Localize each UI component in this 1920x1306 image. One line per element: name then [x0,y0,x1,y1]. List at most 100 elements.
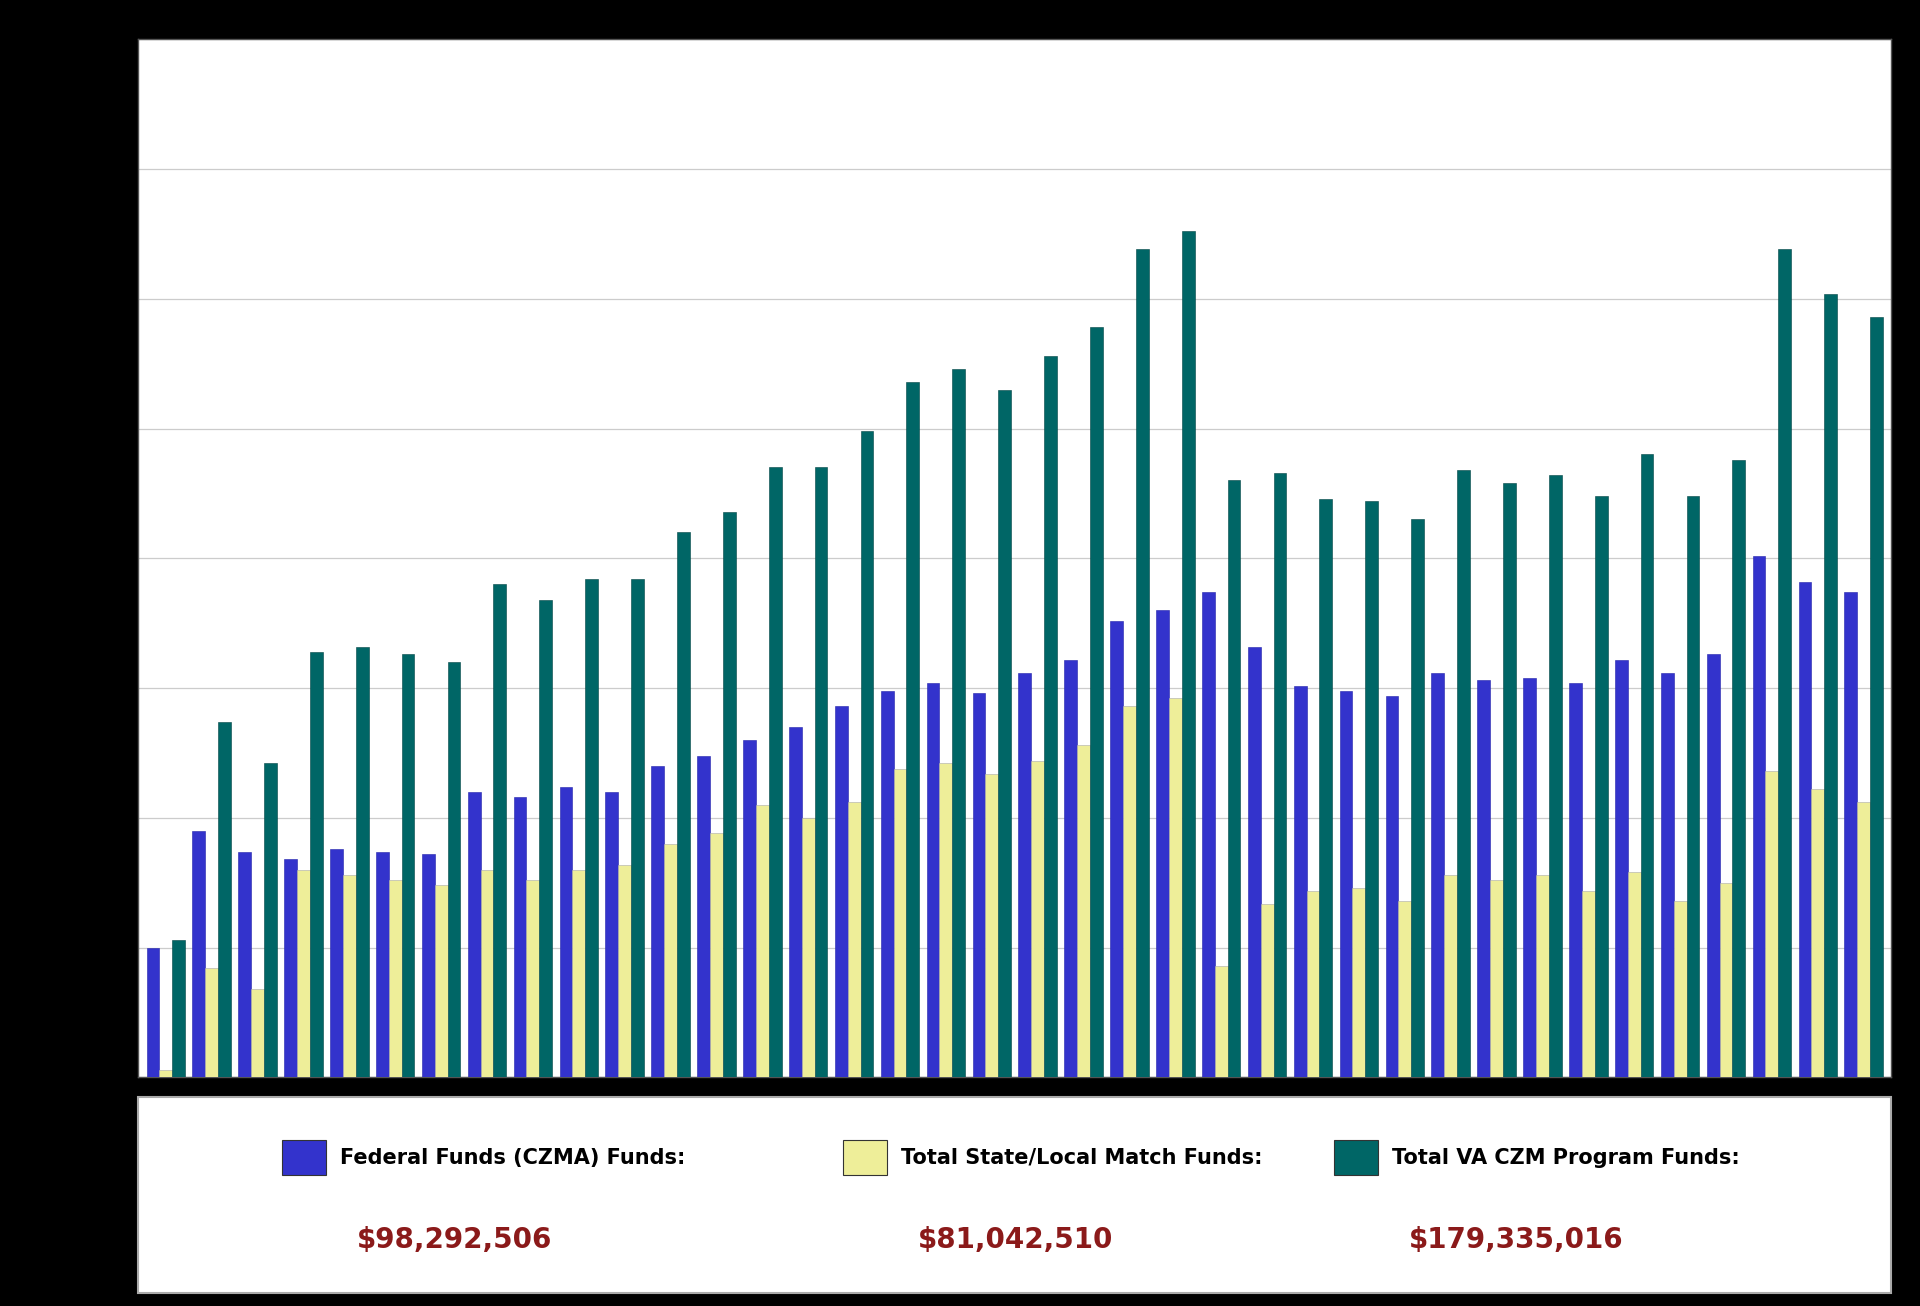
Bar [1273,473,1286,1077]
Bar [860,431,874,1077]
Bar [881,691,893,1077]
Bar [1615,660,1628,1077]
Bar [849,802,860,1077]
Bar [284,859,298,1077]
Bar [1549,475,1561,1077]
Bar [205,969,219,1077]
Text: $98,292,506: $98,292,506 [357,1226,553,1254]
Bar [1870,317,1884,1077]
Bar [1732,460,1745,1077]
Text: $179,335,016: $179,335,016 [1409,1226,1624,1254]
Bar [586,579,597,1077]
Bar [263,764,276,1077]
Bar [298,870,309,1077]
Bar [664,844,678,1077]
Text: Total VA CZM Program Funds:: Total VA CZM Program Funds: [1392,1148,1740,1168]
Bar [1476,680,1490,1077]
Bar [422,854,434,1077]
Bar [939,764,952,1077]
Bar [1444,875,1457,1077]
Bar [743,741,756,1077]
Bar [1536,875,1549,1077]
Bar [1215,966,1227,1077]
Bar [1596,496,1607,1077]
Bar [1294,686,1308,1077]
Bar [1720,883,1732,1077]
Text: Total State/Local Match Funds:: Total State/Local Match Funds: [900,1148,1261,1168]
Bar [282,1140,326,1175]
Bar [789,727,803,1077]
Bar [906,381,920,1077]
Bar [559,786,572,1077]
Bar [927,683,939,1077]
Bar [998,389,1012,1077]
Bar [401,654,415,1077]
Bar [572,870,586,1077]
Bar [1398,901,1411,1077]
Bar [192,831,205,1077]
Bar [632,579,643,1077]
Bar [1137,249,1148,1077]
Bar [1044,355,1056,1077]
Bar [376,852,388,1077]
Bar [1156,610,1169,1077]
Bar [651,765,664,1077]
Bar [493,584,507,1077]
Bar [1064,660,1077,1077]
Bar [1661,673,1674,1077]
Bar [1490,880,1503,1077]
Bar [1202,592,1215,1077]
Bar [605,791,618,1077]
Bar [1110,620,1123,1077]
Bar [173,940,184,1077]
Bar [344,875,355,1077]
Bar [1018,673,1031,1077]
Bar [1824,294,1837,1077]
Bar [814,468,828,1077]
Bar [1308,891,1319,1077]
Bar [1503,483,1515,1077]
Bar [1031,761,1044,1077]
Bar [1642,454,1653,1077]
Bar [309,652,323,1077]
Bar [1686,496,1699,1077]
Bar [434,885,447,1077]
Bar [468,791,480,1077]
Bar [1352,888,1365,1077]
Bar [526,880,540,1077]
Bar [1674,901,1686,1077]
Bar [1753,556,1766,1077]
Bar [159,1070,173,1077]
Bar [1123,707,1137,1077]
Bar [843,1140,887,1175]
Bar [1411,520,1425,1077]
Bar [1365,502,1379,1077]
Bar [985,773,998,1077]
Bar [238,852,252,1077]
Bar [1319,499,1332,1077]
Bar [893,768,906,1077]
Bar [697,756,710,1077]
Text: $81,042,510: $81,042,510 [918,1226,1114,1254]
Bar [1261,904,1273,1077]
Bar [1386,696,1398,1077]
Bar [515,797,526,1077]
Bar [1845,592,1857,1077]
Text: Federal Funds (CZMA) Funds:: Federal Funds (CZMA) Funds: [340,1148,685,1168]
Bar [1523,678,1536,1077]
Bar [1799,581,1811,1077]
Bar [1227,481,1240,1077]
Bar [1077,746,1091,1077]
Bar [388,880,401,1077]
Bar [952,368,966,1077]
Bar [1582,891,1596,1077]
Bar [219,722,230,1077]
Bar [1707,654,1720,1077]
Bar [480,870,493,1077]
Bar [1766,771,1778,1077]
FancyBboxPatch shape [138,1097,1891,1293]
Bar [1334,1140,1377,1175]
Bar [1340,691,1352,1077]
Bar [1569,683,1582,1077]
Bar [756,804,768,1077]
